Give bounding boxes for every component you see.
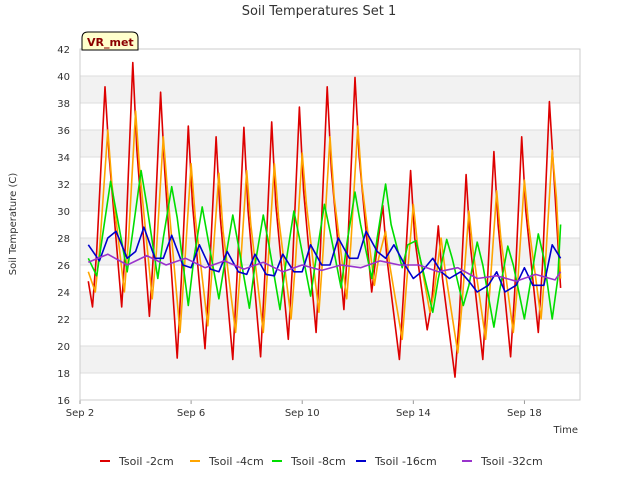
x-axis-ticks: Sep 2 Sep 6 Sep 10 Sep 14 Sep 18 [66, 400, 542, 419]
y-tick-label: 36 [57, 126, 70, 137]
series-line [87, 226, 562, 293]
x-tick-label: Sep 6 [177, 408, 205, 419]
y-tick-label: 34 [57, 153, 70, 164]
legend: Tsoil -2cm Tsoil -4cm Tsoil -8cm Tsoil -16c… [100, 455, 543, 468]
station-badge: VR_met [81, 31, 139, 51]
series-line [87, 253, 562, 283]
y-tick-label: 22 [57, 315, 70, 326]
plot-border [79, 48, 581, 401]
series-line [87, 169, 562, 328]
station-badge-label: VR_met [87, 36, 134, 49]
y-tick-label: 16 [57, 396, 70, 407]
plot-frame [79, 48, 581, 401]
y-tick-label: 30 [57, 207, 70, 218]
y-tick-label: 42 [57, 45, 70, 56]
x-tick-label: Sep 14 [396, 408, 431, 419]
y-tick-label: 28 [57, 234, 70, 245]
legend-entry: Tsoil -32cm [480, 455, 543, 468]
y-tick-label: 40 [57, 72, 70, 83]
series-lines [87, 61, 562, 378]
chart-title: Soil Temperatures Set 1 [242, 4, 397, 19]
legend-entry: Tsoil -8cm [290, 455, 346, 468]
y-tick-label: 38 [57, 99, 70, 110]
legend-entry: Tsoil -4cm [208, 455, 264, 468]
y-axis-label: Soil Temperature (C) [8, 173, 19, 276]
x-axis-label: Time [553, 425, 578, 436]
plot-band [80, 346, 580, 373]
legend-entry: Tsoil -16cm [374, 455, 437, 468]
y-tick-label: 26 [57, 261, 70, 272]
x-tick-label: Sep 10 [285, 408, 320, 419]
y-tick-label: 24 [57, 288, 70, 299]
y-tick-label: 32 [57, 180, 70, 191]
x-tick-label: Sep 2 [66, 408, 94, 419]
y-tick-label: 20 [57, 342, 70, 353]
plot-band [80, 76, 580, 103]
y-axis-ticks: 16 18 20 22 24 26 28 30 32 34 36 38 40 42 [57, 45, 70, 407]
legend-entry: Tsoil -2cm [118, 455, 174, 468]
y-tick-label: 18 [57, 369, 70, 380]
x-tick-label: Sep 18 [507, 408, 542, 419]
series-line [87, 61, 562, 378]
series-line [87, 110, 562, 354]
